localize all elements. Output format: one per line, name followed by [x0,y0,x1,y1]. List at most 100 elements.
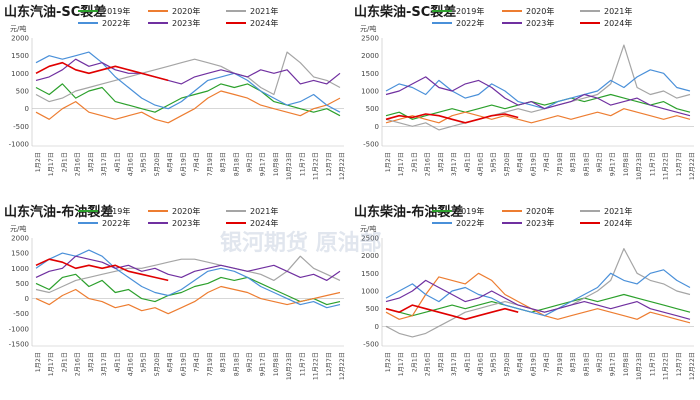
legend-label-2024: 2024年 [604,18,632,28]
y-tick-label: 2500 [361,235,379,243]
y-tick-label: 0 [375,123,379,131]
legend-label-2024: 2024年 [250,218,278,228]
x-tick-label: 2月16日 [425,352,432,376]
x-tick-label: 2月16日 [425,152,432,176]
y-axis-unit: 元/吨 [360,24,376,33]
x-tick-label: 2月16日 [75,352,82,376]
y-tick-label: 2000 [361,52,379,60]
y-tick-label: -500 [13,123,29,131]
x-tick-label: 8月18日 [583,352,590,376]
x-tick-label: 9月17日 [260,352,267,376]
legend-label-2024: 2024年 [250,18,278,28]
x-tick-label: 12月7日 [676,152,683,176]
legend-label-2021: 2021年 [604,206,632,216]
series-line-2024 [35,61,169,82]
x-tick-label: 8月3日 [570,352,577,372]
series-line-2024 [35,258,169,282]
chart-panel-gasoline-brent: 山东汽油-布油裂差 元/吨 2019年 2020年 2021年 2022年 2023年 202… [0,200,350,400]
series-line-2021 [35,51,341,103]
series-line-2022 [385,269,691,317]
x-tick-label: 6月4日 [167,152,174,172]
legend-label-2019: 2019年 [456,6,484,16]
y-tick-label: -500 [13,310,29,318]
x-tick-label: 9月2日 [596,152,603,172]
x-tick-label: 11月7日 [649,352,656,376]
y-tick-label: -1000 [9,141,29,149]
x-tick-label: 5月5日 [491,352,498,372]
series-line-2021 [385,44,691,131]
x-tick-label: 9月2日 [246,352,253,372]
x-tick-label: 12月7日 [326,152,333,176]
series-line-2019 [35,83,341,117]
x-tick-label: 3月2日 [438,152,445,172]
x-tick-label: 6月4日 [517,352,524,372]
x-tick-label: 5月20日 [504,152,511,176]
x-tick-label: 3月2日 [88,152,95,172]
x-tick-label: 10月23日 [636,352,643,380]
x-tick-label: 4月1日 [464,352,471,372]
series-line-2022 [35,51,341,113]
x-tick-label: 6月19日 [530,152,537,176]
x-tick-label: 1月2日 [35,352,42,372]
y-axis-unit: 元/吨 [360,224,376,233]
x-tick-label: 1月17日 [48,152,55,176]
x-tick-label: 9月17日 [610,152,617,176]
x-tick-label: 2月16日 [75,152,82,176]
x-tick-label: 3月17日 [451,352,458,376]
series-line-2023 [35,58,341,85]
y-tick-label: 1000 [11,265,29,273]
y-tick-label: 0 [375,323,379,331]
y-tick-label: 1500 [361,270,379,278]
x-tick-label: 3月17日 [101,352,108,376]
x-tick-label: 10月8日 [273,152,280,176]
x-tick-label: 4月1日 [464,152,471,172]
legend-label-2019: 2019年 [456,206,484,216]
x-tick-label: 2月1日 [411,352,418,372]
x-tick-label: 8月3日 [220,352,227,372]
legend-label-2023: 2023年 [526,18,554,28]
x-tick-label: 10月23日 [286,152,293,180]
x-tick-label: 12月7日 [326,352,333,376]
x-tick-label: 5月5日 [141,352,148,372]
x-tick-label: 7月19日 [557,152,564,176]
x-tick-label: 9月17日 [610,352,617,376]
series-line-2024 [385,113,519,124]
series-line-2019 [385,93,691,120]
legend-label-2022: 2022年 [102,18,130,28]
x-tick-label: 11月22日 [663,152,670,180]
y-tick-label: 2500 [361,35,379,43]
x-tick-label: 11月7日 [299,352,306,376]
x-tick-label: 4月1日 [114,152,121,172]
legend-label-2020: 2020年 [526,206,554,216]
x-tick-label: 5月5日 [491,152,498,172]
x-tick-label: 4月16日 [128,352,135,376]
x-tick-label: 6月19日 [180,352,187,376]
series-line-2020 [35,90,341,124]
x-tick-label: 1月2日 [385,152,392,172]
x-tick-label: 8月3日 [220,152,227,172]
legend-label-2022: 2022年 [102,218,130,228]
series-line-2020 [385,108,691,124]
x-tick-label: 12月22日 [689,152,696,180]
x-tick-label: 1月17日 [48,352,55,376]
x-tick-label: 1月17日 [398,352,405,376]
x-tick-label: 11月22日 [663,352,670,380]
y-tick-label: -500 [363,141,379,149]
x-tick-label: 6月4日 [167,352,174,372]
x-tick-label: 11月22日 [313,152,320,180]
y-tick-label: 500 [366,105,379,113]
x-tick-label: 8月18日 [583,152,590,176]
y-tick-label: -1000 [9,325,29,333]
x-tick-label: 6月19日 [530,352,537,376]
legend-label-2024: 2024年 [604,218,632,228]
x-tick-label: 6月19日 [180,152,187,176]
y-tick-label: -500 [363,341,379,349]
x-tick-label: 10月8日 [623,152,630,176]
chart-title: 山东汽油-SC裂差 [4,4,106,20]
x-tick-label: 4月16日 [128,152,135,176]
x-tick-label: 5月20日 [154,352,161,376]
legend-label-2019: 2019年 [102,206,130,216]
